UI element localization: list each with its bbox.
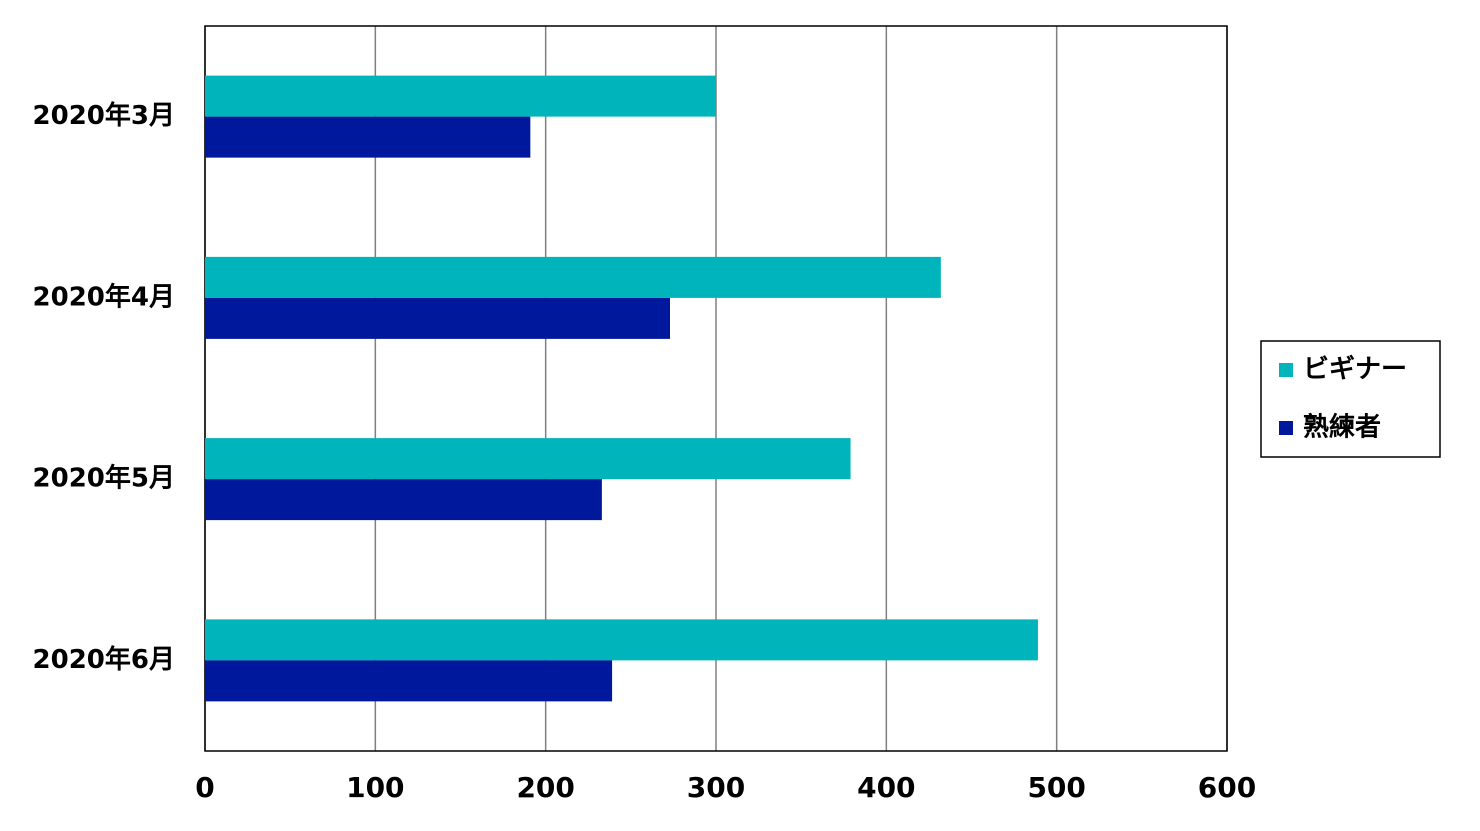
x-tick-label: 0 (195, 771, 214, 804)
x-tick-label: 300 (687, 771, 745, 804)
bar (205, 116, 531, 158)
bar (205, 660, 613, 702)
legend-label: 熟練者 (1303, 412, 1381, 443)
y-tick-label: 2020年4月 (33, 281, 175, 312)
legend-swatch (1279, 363, 1293, 377)
y-tick-label: 2020年6月 (33, 644, 175, 675)
bar (205, 297, 671, 339)
bar (205, 438, 851, 480)
bar (205, 75, 716, 117)
bar (205, 479, 602, 521)
legend-label: ビギナー (1303, 355, 1407, 385)
plot-frame (204, 25, 1228, 752)
y-tick-label: 2020年5月 (33, 463, 175, 494)
bar (205, 256, 941, 298)
x-tick-label: 200 (516, 771, 574, 804)
x-tick-label: 400 (857, 771, 915, 804)
x-tick-label: 600 (1198, 771, 1256, 804)
x-tick-label: 100 (346, 771, 404, 804)
legend-box (1260, 340, 1441, 458)
bar (205, 619, 1038, 661)
y-tick-label: 2020年3月 (33, 100, 175, 131)
x-tick-label: 500 (1027, 771, 1085, 804)
legend-swatch (1279, 421, 1293, 435)
